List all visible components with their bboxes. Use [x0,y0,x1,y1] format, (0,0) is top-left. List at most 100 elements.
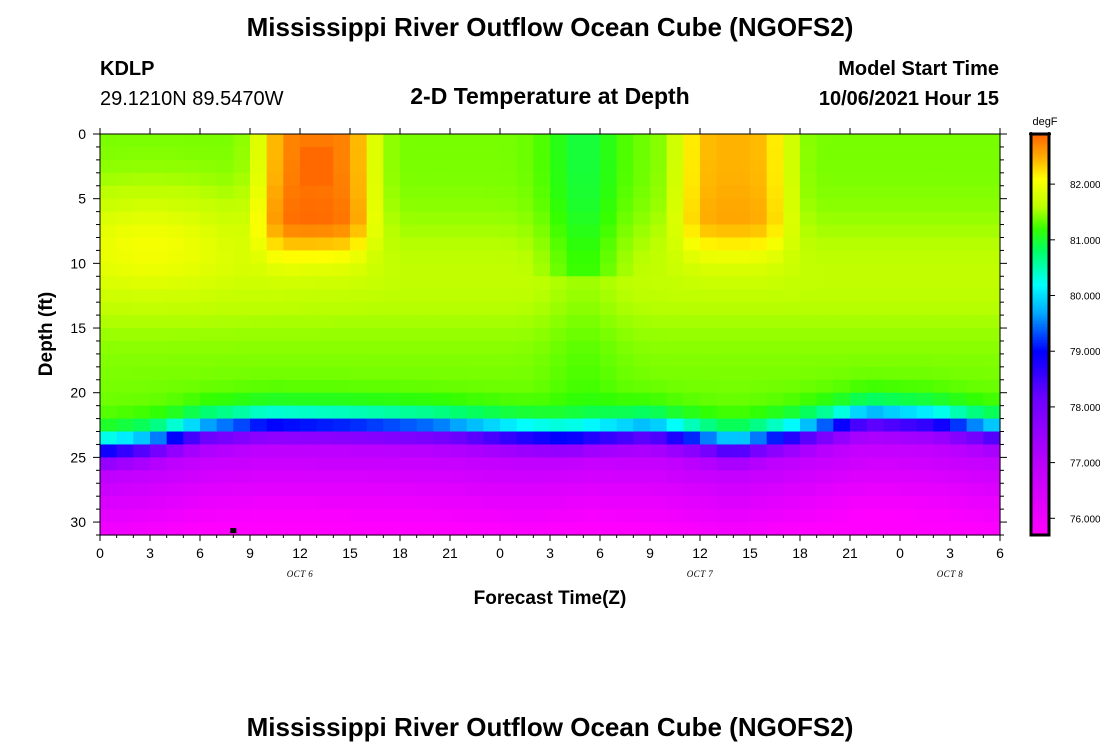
heatmap-cell [933,496,951,510]
heatmap-cell [466,134,484,148]
colorbar-segment [1031,370,1049,374]
heatmap-cell [900,457,918,471]
heatmap-cell [400,276,418,290]
heatmap-cell [883,379,901,394]
colorbar-segment [1031,394,1049,398]
heatmap-cell [350,224,368,239]
heatmap-cell [650,276,668,290]
heatmap-cell [500,418,518,433]
heatmap-cell [700,289,718,303]
heatmap-cell [816,509,834,523]
heatmap-cell [616,366,634,381]
heatmap-cell [333,250,351,264]
heatmap-cell [650,366,668,381]
heatmap-cell [866,328,884,342]
heatmap-cell [366,353,384,368]
colorbar-segment [1031,172,1049,175]
heatmap-cell [233,263,251,277]
heatmap-cell [316,418,334,433]
heatmap-cell [716,315,734,329]
heatmap-cell [533,315,551,329]
heatmap-cell [966,522,984,536]
heatmap-cell [883,353,901,368]
heatmap-cell [800,159,818,174]
heatmap-cell [566,379,584,394]
heatmap-cell [800,496,818,510]
heatmap-cell [916,483,934,497]
heatmap-cell [650,198,668,213]
heatmap-cell [833,457,851,471]
heatmap-cell [150,431,168,446]
heatmap-cell [933,224,951,239]
heatmap-cell [933,211,951,226]
heatmap-cell [733,353,751,368]
heatmap-cell [516,263,534,277]
heatmap-cell [483,509,501,523]
heatmap-cell [633,185,651,200]
heatmap-cell [950,224,968,239]
heatmap-cell [400,353,418,368]
heatmap-cell [900,302,918,316]
heatmap-cell [733,211,751,226]
colorbar-segment [1031,196,1049,199]
heatmap-cell [733,392,751,407]
heatmap-cell [866,276,884,290]
heatmap-cell [683,418,701,433]
heatmap-cell [750,237,768,252]
heatmap-cell [900,340,918,355]
heatmap-cell [700,302,718,316]
heatmap-cell [866,340,884,355]
heatmap-cell [833,315,851,329]
heatmap-cell [850,496,868,510]
heatmap-cell [183,211,201,226]
heatmap-cell [700,457,718,471]
heatmap-cell [766,315,784,329]
heatmap-cell [750,340,768,355]
heatmap-cell [550,198,568,213]
heatmap-cell [916,172,934,187]
heatmap-cell [450,263,468,277]
heatmap-cell [316,340,334,355]
heatmap-cell [216,172,234,187]
heatmap-cell [416,340,434,355]
heatmap-cell [616,418,634,433]
heatmap-cell [766,146,784,161]
heatmap-cell [816,444,834,458]
heatmap-cell [933,263,951,277]
heatmap-cell [566,185,584,200]
colorbar-segment [1031,434,1049,438]
colorbar-segment [1031,406,1049,410]
heatmap-cell [883,328,901,342]
heatmap-cell [316,185,334,200]
heatmap-cell [383,366,401,381]
heatmap-cell [316,250,334,264]
heatmap-cell [450,522,468,536]
colorbar-segment [1031,474,1049,478]
heatmap-cell [166,211,184,226]
heatmap-cell [766,483,784,497]
heatmap-cell [350,237,368,252]
colorbar-segment [1031,456,1049,460]
colorbar-segment [1031,234,1049,237]
heatmap-cell [566,289,584,303]
heatmap-cell [900,496,918,510]
colorbar-segment [1031,354,1049,358]
heatmap-cell [883,431,901,446]
heatmap-cell [700,328,718,342]
heatmap-cell [216,418,234,433]
heatmap-cell [566,418,584,433]
heatmap-cell [916,134,934,148]
heatmap-cell [516,366,534,381]
heatmap-cell [800,198,818,213]
heatmap-cell [500,522,518,536]
heatmap-cell [666,237,684,252]
heatmap-cell [216,522,234,536]
heatmap-cell [883,302,901,316]
heatmap-cell [800,211,818,226]
heatmap-cell [183,237,201,252]
heatmap-cell [166,483,184,497]
heatmap-cell [716,418,734,433]
heatmap-cell [766,237,784,252]
heatmap-cell [650,457,668,471]
heatmap-cell [416,470,434,484]
